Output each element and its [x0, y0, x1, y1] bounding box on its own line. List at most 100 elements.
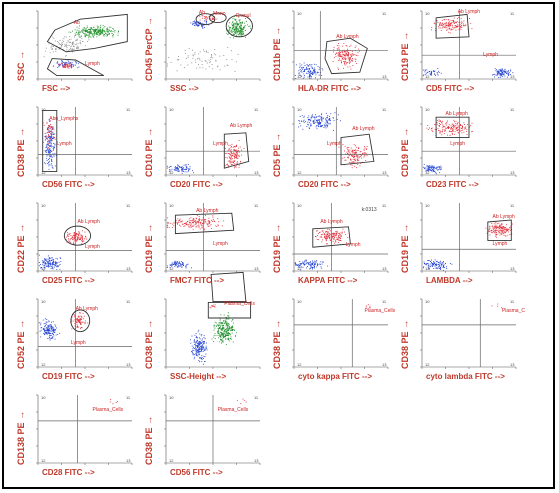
- gate-label: Granul: [235, 13, 251, 20]
- event-cluster-blue: [422, 163, 442, 175]
- gate-outline[interactable]: [207, 301, 252, 319]
- y-axis-arrow-icon: →: [16, 127, 26, 140]
- y-axis-label: CD38 PE →: [16, 128, 26, 177]
- gate-outline[interactable]: [174, 212, 235, 235]
- quadrant-label: 13: [126, 266, 131, 271]
- gate-outline[interactable]: [195, 13, 216, 26]
- quadrant-label: 10: [297, 203, 302, 208]
- quadrant-label: 10: [297, 107, 302, 112]
- event-cluster-red: [431, 16, 473, 34]
- plot-axes: [37, 395, 132, 464]
- plot-canvas: [292, 106, 389, 177]
- quadrant-label: 11: [382, 203, 387, 208]
- event-cluster-red: [42, 120, 56, 156]
- y-axis-label-text: CD38 PE: [144, 331, 154, 369]
- event-cluster-grey: [166, 47, 239, 72]
- quadrant-label: 13: [126, 362, 131, 367]
- quadrant-label: 11: [382, 11, 387, 16]
- x-axis-arrow-icon: -->: [82, 468, 95, 477]
- y-axis-label: CD5 PE →: [272, 133, 282, 177]
- x-axis-label-text: SSC: [170, 84, 187, 93]
- event-cluster-red: [236, 398, 247, 404]
- gate-label: Plasma_Cells: [224, 301, 255, 308]
- quadrant-label: 11: [126, 107, 131, 112]
- plot-canvas: [164, 106, 261, 177]
- quadrant-label: 13: [382, 266, 387, 271]
- flow-plot-7: Ab Lymph Lymph 10 11 12 13 CD5 PE → CD20 FITC -…: [270, 102, 392, 194]
- quadrant-label: 10: [41, 107, 46, 112]
- gate-label: Ab Lymph: [196, 208, 219, 215]
- gate-label: Lymph: [345, 242, 361, 249]
- plot-axes: [37, 11, 132, 80]
- y-axis-arrow-icon: →: [272, 26, 282, 39]
- flow-plot-3: Ab Lymph 10 11 12 13 CD11b PE → HLA-DR FITC --…: [270, 6, 392, 98]
- y-axis-arrow-icon: →: [16, 50, 26, 63]
- x-axis-arrow-icon: -->: [214, 372, 227, 381]
- quadrant-label: 13: [126, 458, 131, 463]
- y-axis-label: CD45 PerCP →: [144, 17, 154, 81]
- quadrant-label: 12: [41, 458, 46, 463]
- quadrant-label: 11: [510, 299, 515, 304]
- quadrant-label: 12: [169, 458, 174, 463]
- x-axis-label-text: LAMBDA: [426, 276, 461, 285]
- plot-canvas: [420, 106, 517, 177]
- gate-outline[interactable]: [487, 219, 512, 241]
- gate-outline[interactable]: [210, 271, 247, 303]
- y-axis-label: CD138 PE →: [16, 411, 26, 465]
- gate-label: Lymph: [492, 240, 508, 247]
- y-axis-arrow-icon: →: [144, 415, 154, 428]
- x-axis-label: SSC -->: [170, 84, 199, 93]
- plot-canvas: [36, 10, 133, 81]
- event-cluster-blue: [294, 62, 324, 80]
- gate-label: Ab Lymph: [320, 219, 343, 226]
- gate-outline[interactable]: [435, 13, 470, 39]
- gate-outline[interactable]: [42, 109, 58, 173]
- quadrant-label: 10: [425, 299, 430, 304]
- y-axis-label-text: CD11b PE: [272, 38, 282, 81]
- event-cluster-grey: [43, 34, 90, 58]
- gate-outline[interactable]: [435, 116, 470, 139]
- event-cluster-red: [109, 399, 118, 405]
- x-axis-label-text: HLA-DR FITC: [298, 84, 349, 93]
- x-axis-arrow-icon: -->: [210, 180, 223, 189]
- gate-outline[interactable]: [324, 37, 368, 75]
- quadrant-label: 12: [297, 74, 302, 79]
- gate-outline[interactable]: [46, 58, 105, 77]
- quadrant-label: 13: [126, 170, 131, 175]
- event-cluster-blue: [52, 59, 80, 68]
- gate-outline[interactable]: [208, 12, 227, 24]
- quadrant-label: 12: [297, 266, 302, 271]
- gate-outline[interactable]: [63, 225, 92, 246]
- y-axis-label: CD19 PE →: [272, 224, 282, 273]
- gate-outline[interactable]: [312, 226, 351, 248]
- y-axis-label-text: CD19 PE: [400, 139, 410, 177]
- quadrant-label: 13: [382, 74, 387, 79]
- x-axis-label-text: cyto lambda FITC: [426, 372, 493, 381]
- quadrant-label: 12: [425, 74, 430, 79]
- y-axis-label-text: CD19 PE: [400, 235, 410, 273]
- y-axis-label: CD38 PE →: [400, 320, 410, 369]
- flow-plot-13: Ab Lymph Lymph 10 11 12 13 CD52 PE → CD19 FITC …: [14, 294, 136, 386]
- gate-outline[interactable]: [225, 14, 253, 38]
- gate-outline[interactable]: [70, 309, 91, 333]
- plot-canvas: [292, 298, 389, 369]
- y-axis-label-text: CD138 PE: [16, 422, 26, 465]
- quadrant-label: 12: [41, 362, 46, 367]
- y-axis-arrow-icon: →: [16, 410, 26, 423]
- gate-label: Plasma_Cells: [364, 308, 396, 315]
- flow-plot-16: Plasma_C 10 11 12 13 CD38 PE → cyto lambda FIT…: [398, 294, 525, 386]
- x-axis-label: cyto lambda FITC -->: [426, 372, 505, 381]
- flow-plot-17: Plasma_Cells 10 11 12 13 CD138 PE → CD28 FITC …: [14, 390, 136, 482]
- y-axis-arrow-icon: →: [16, 223, 26, 236]
- gate-outline[interactable]: [223, 132, 250, 169]
- y-axis-label: CD22 PE →: [16, 224, 26, 273]
- gate-label: Lymph: [326, 141, 342, 148]
- gate-outline[interactable]: [46, 13, 128, 53]
- x-axis-arrow-icon: -->: [466, 180, 479, 189]
- x-axis-arrow-icon: -->: [58, 84, 71, 93]
- y-axis-label-text: CD5 PE: [272, 144, 282, 177]
- gate-outline[interactable]: [340, 133, 375, 166]
- x-axis-label-text: SSC-Height: [170, 372, 214, 381]
- plot-canvas: [292, 10, 389, 81]
- event-cluster-blue: [422, 259, 453, 271]
